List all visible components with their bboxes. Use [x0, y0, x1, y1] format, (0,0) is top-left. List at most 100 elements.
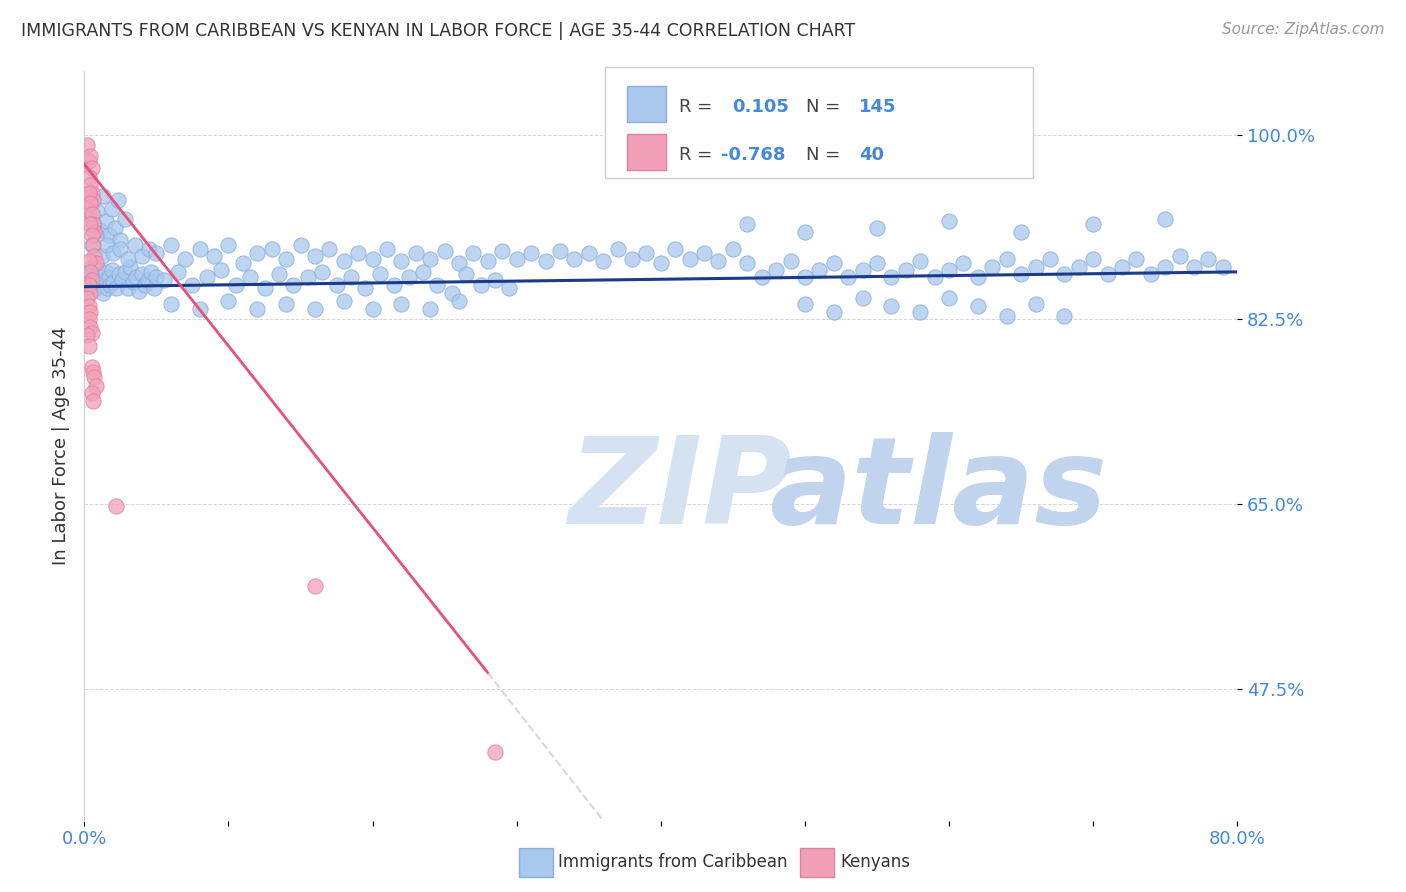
- Point: [82, 218, 104, 232]
- Point: [1039, 252, 1062, 267]
- Point: [145, 245, 167, 260]
- Point: [76, 291, 98, 305]
- Point: [86, 281, 108, 295]
- Point: [779, 254, 801, 268]
- Text: Immigrants from Caribbean: Immigrants from Caribbean: [558, 853, 787, 871]
- Point: [79, 178, 101, 193]
- Text: 0.105: 0.105: [733, 98, 789, 116]
- Point: [80, 207, 103, 221]
- Point: [1182, 260, 1205, 274]
- Point: [114, 212, 136, 227]
- Point: [103, 276, 124, 290]
- Point: [606, 242, 628, 256]
- Point: [333, 294, 356, 309]
- Point: [1083, 218, 1105, 232]
- Point: [128, 284, 150, 298]
- Point: [87, 262, 110, 277]
- Point: [967, 270, 990, 285]
- Point: [967, 299, 990, 313]
- Point: [981, 260, 1004, 274]
- Point: [93, 273, 115, 287]
- Point: [84, 267, 107, 281]
- Point: [333, 254, 356, 268]
- Point: [75, 276, 97, 290]
- Point: [794, 225, 817, 239]
- Point: [110, 242, 132, 256]
- Point: [463, 245, 485, 260]
- Point: [246, 301, 269, 316]
- Point: [83, 273, 105, 287]
- Point: [188, 242, 211, 256]
- Point: [354, 281, 377, 295]
- Point: [246, 245, 269, 260]
- Point: [297, 270, 319, 285]
- Point: [107, 193, 129, 207]
- Point: [174, 252, 197, 267]
- Point: [318, 242, 340, 256]
- Point: [218, 238, 240, 252]
- Point: [79, 319, 101, 334]
- Point: [340, 270, 363, 285]
- Point: [267, 267, 290, 281]
- Point: [202, 249, 225, 263]
- Point: [347, 245, 370, 260]
- Text: -0.768: -0.768: [721, 146, 786, 164]
- Point: [79, 270, 101, 285]
- Point: [880, 299, 903, 313]
- Point: [100, 262, 122, 277]
- Point: [938, 291, 960, 305]
- Point: [910, 254, 932, 268]
- Point: [1125, 252, 1147, 267]
- Point: [823, 256, 845, 270]
- Point: [808, 262, 831, 277]
- Point: [794, 296, 817, 310]
- Text: N =: N =: [806, 146, 845, 164]
- Point: [283, 277, 305, 292]
- Point: [124, 238, 146, 252]
- Point: [105, 499, 128, 513]
- Point: [83, 218, 105, 232]
- Point: [498, 281, 520, 295]
- Point: [1025, 260, 1047, 274]
- Point: [852, 262, 875, 277]
- Point: [361, 252, 384, 267]
- Point: [77, 254, 100, 268]
- Point: [548, 244, 571, 258]
- Text: IMMIGRANTS FROM CARIBBEAN VS KENYAN IN LABOR FORCE | AGE 35-44 CORRELATION CHART: IMMIGRANTS FROM CARIBBEAN VS KENYAN IN L…: [21, 22, 855, 40]
- Point: [664, 242, 686, 256]
- Point: [419, 252, 441, 267]
- Point: [484, 745, 506, 759]
- Point: [679, 252, 702, 267]
- Point: [592, 254, 614, 268]
- Point: [693, 245, 716, 260]
- Point: [82, 393, 104, 408]
- Point: [325, 277, 347, 292]
- Point: [80, 260, 103, 274]
- Point: [125, 270, 148, 285]
- Point: [484, 273, 506, 287]
- Point: [1097, 267, 1119, 281]
- Point: [195, 270, 218, 285]
- Point: [131, 267, 153, 281]
- Point: [938, 262, 960, 277]
- Point: [76, 265, 98, 279]
- Point: [80, 227, 103, 242]
- Point: [103, 245, 124, 260]
- Point: [520, 245, 543, 260]
- Point: [84, 256, 107, 270]
- Point: [160, 296, 183, 310]
- Point: [77, 312, 100, 326]
- Point: [253, 281, 276, 295]
- Text: atlas: atlas: [770, 433, 1108, 549]
- Point: [1053, 309, 1076, 323]
- Point: [142, 281, 165, 295]
- Point: [111, 273, 134, 287]
- Point: [90, 249, 112, 263]
- Point: [94, 214, 117, 228]
- Point: [578, 245, 600, 260]
- Point: [80, 359, 103, 374]
- Point: [1111, 260, 1133, 274]
- Point: [391, 296, 413, 310]
- Point: [80, 186, 103, 200]
- Point: [1212, 260, 1234, 274]
